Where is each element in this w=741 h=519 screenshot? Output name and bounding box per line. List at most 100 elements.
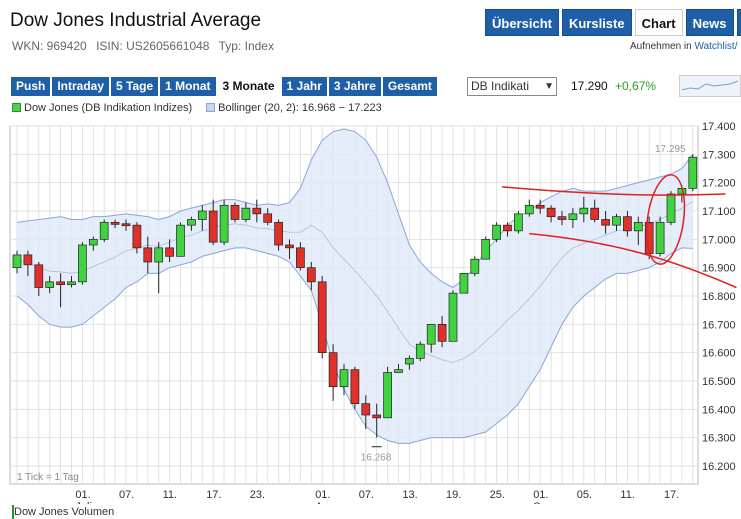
- isin-label: ISIN: US2605661048: [96, 39, 210, 53]
- volume-legend: Dow Jones Volumen: [12, 505, 115, 519]
- range-5-tage[interactable]: 5 Tage: [111, 77, 159, 96]
- x-tick-label: 11.: [163, 489, 177, 501]
- range-3-jahre[interactable]: 3 Jahre: [328, 77, 381, 96]
- drawn-trendline-lower: [529, 232, 737, 289]
- candle: [132, 224, 142, 249]
- chevron-down-icon: ▼: [544, 81, 554, 92]
- bollinger-band-area: [17, 128, 693, 444]
- mini-chart-thumbnail[interactable]: [679, 75, 741, 97]
- candle: [437, 323, 447, 342]
- candle: [557, 216, 567, 220]
- y-tick-label: 16.300: [702, 433, 736, 445]
- bollinger-upper-line: [16, 128, 694, 289]
- range-3-monate[interactable]: 3 Monate: [217, 77, 280, 96]
- candle: [110, 221, 120, 225]
- y-tick-label: 16.500: [702, 376, 736, 388]
- candle: [306, 267, 316, 283]
- candle: [361, 403, 371, 416]
- candle: [78, 244, 87, 283]
- candle: [350, 369, 360, 405]
- price-change: +0,67%: [615, 79, 657, 93]
- candle: [176, 224, 185, 257]
- y-tick-label: 17.400: [702, 121, 736, 133]
- chart-legend: Dow Jones (DB Indikation Indizes) Bollin…: [12, 102, 382, 114]
- candle: [296, 247, 305, 269]
- candle: [481, 238, 491, 260]
- wkn-label: WKN: 969420: [12, 39, 87, 53]
- type-label: Typ: Index: [218, 39, 274, 53]
- watchlist-prefix: Aufnehmen in: [630, 41, 692, 52]
- candle: [688, 156, 698, 189]
- tab-news[interactable]: News: [685, 9, 734, 36]
- range-1-monat[interactable]: 1 Monat: [160, 77, 216, 96]
- candle: [383, 372, 392, 419]
- x-tick-label: 07.: [119, 489, 134, 501]
- candlestick-chart[interactable]: 17.400 17.300 17.200 17.100 17.000 16.900 16.8…: [0, 116, 741, 504]
- candle: [45, 281, 55, 288]
- bollinger-middle-line: [16, 201, 694, 364]
- candle: [99, 221, 109, 240]
- candle: [208, 210, 218, 243]
- candle: [165, 247, 174, 257]
- y-tick-label: 16.700: [702, 319, 736, 331]
- x-tick-label: 07.: [359, 489, 374, 501]
- y-tick-label: 16.900: [702, 263, 736, 275]
- candle: [241, 207, 251, 220]
- candle: [405, 357, 414, 365]
- candle: [197, 210, 207, 220]
- candle: [230, 204, 240, 220]
- drawn-circle: [645, 174, 686, 265]
- candle: [56, 281, 65, 286]
- extreme-value-label: 16.268: [361, 453, 392, 464]
- candle: [579, 207, 589, 215]
- top-navigation: Übersicht Kursliste Chart News Fo: [485, 9, 741, 36]
- last-price: 17.290: [571, 79, 608, 93]
- tick-note: 1 Tick = 1 Tag: [17, 472, 79, 483]
- x-tick-label: 23.: [250, 489, 265, 501]
- y-tick-label: 16.400: [702, 404, 736, 416]
- candle: [590, 207, 600, 220]
- tab-forum[interactable]: Fo: [736, 9, 741, 36]
- candle: [415, 343, 425, 359]
- tab-kursliste[interactable]: Kursliste: [561, 9, 632, 36]
- watchlist-link[interactable]: Watchlist/: [694, 41, 738, 52]
- y-tick-label: 16.600: [702, 348, 736, 360]
- legend-blue-swatch: [206, 103, 216, 112]
- tab-uebersicht[interactable]: Übersicht: [485, 9, 559, 36]
- candle: [459, 272, 469, 294]
- range-push[interactable]: Push: [11, 77, 51, 96]
- x-tick-month-label: Sep.: [533, 501, 556, 504]
- exchange-select[interactable]: DB Indikati ▼: [467, 77, 557, 96]
- candle: [492, 224, 501, 240]
- candle: [23, 254, 33, 266]
- candle: [219, 204, 229, 243]
- y-tick-label: 17.200: [702, 178, 736, 190]
- candle: [121, 223, 131, 227]
- candle: [666, 193, 676, 223]
- legend-green-swatch: [12, 103, 21, 112]
- candle: [470, 258, 480, 274]
- candle: [514, 213, 523, 232]
- range-1-jahr[interactable]: 1 Jahr: [281, 77, 327, 96]
- drawn-trendline-upper: [501, 186, 726, 196]
- volume-legend-label: Dow Jones Volumen: [14, 506, 115, 518]
- x-tick-label: 17.: [206, 489, 221, 501]
- tab-chart[interactable]: Chart: [634, 9, 683, 36]
- candle: [372, 414, 382, 419]
- x-tick-label: 05.: [577, 489, 592, 501]
- x-tick-label: 01.: [315, 489, 330, 501]
- y-tick-label: 16.200: [702, 461, 736, 473]
- legend-series: Dow Jones (DB Indikation Indizes): [12, 102, 192, 114]
- candle: [285, 244, 294, 249]
- x-tick-label: 13.: [402, 489, 417, 501]
- y-tick-label: 16.800: [702, 291, 736, 303]
- candle: [67, 281, 76, 286]
- exchange-select-value: DB Indikati: [471, 79, 530, 93]
- page-title: Dow Jones Industrial Average: [10, 10, 262, 31]
- range-intraday[interactable]: Intraday: [52, 77, 110, 96]
- x-tick-label: 17.: [664, 489, 679, 501]
- range-gesamt[interactable]: Gesamt: [382, 77, 437, 96]
- x-tick-label: 01.: [75, 489, 90, 501]
- candle: [154, 247, 164, 263]
- candle: [187, 219, 196, 226]
